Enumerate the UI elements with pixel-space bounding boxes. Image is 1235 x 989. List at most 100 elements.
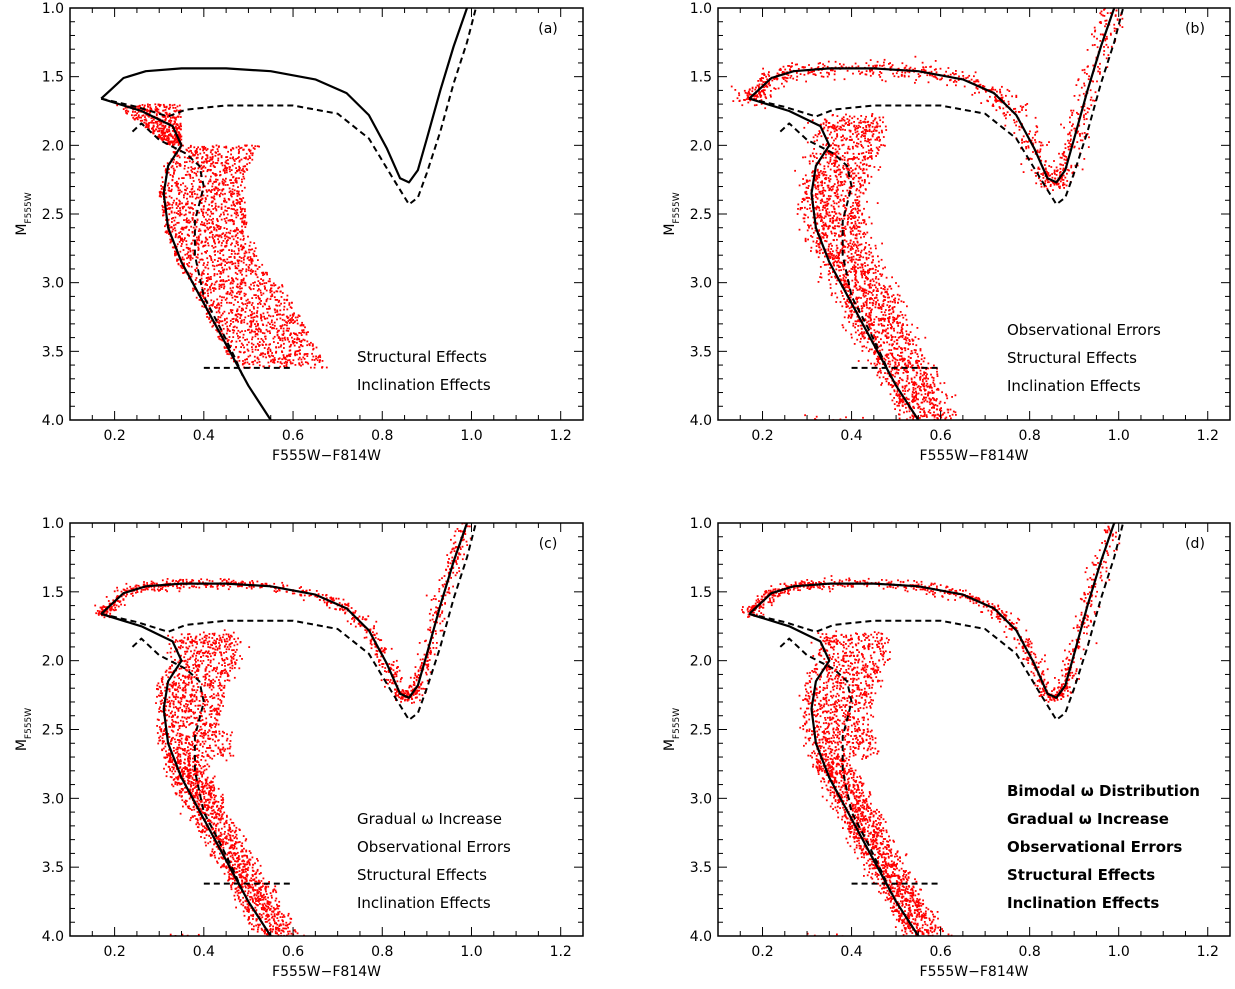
y-tick-label: 2.5 — [690, 723, 712, 739]
panel-d: 0.2 0.4 0.6 0.8 1.0 1.2 1.0 1.5 2.0 2.5 3.0 3.5 4.0 F… — [662, 516, 1231, 980]
y-tick-label: 4.0 — [690, 413, 712, 429]
y-tick-label: 3.5 — [42, 860, 64, 876]
x-tick-label: 0.6 — [929, 944, 951, 960]
annotation-text: Inclination Effects — [1007, 894, 1159, 912]
y-tick-label: 2.5 — [42, 207, 64, 223]
y-tick-label: 3.5 — [690, 860, 712, 876]
isochrone-nonrotating-dashed — [100, 523, 477, 721]
y-tick-label: 1.0 — [42, 1, 64, 17]
y-tick-label: 4.0 — [690, 929, 712, 945]
x-tick-label: 0.2 — [103, 428, 125, 444]
panel-label: (a) — [538, 21, 558, 37]
ms-isochrone-solid — [100, 612, 272, 936]
plot-area — [94, 523, 477, 936]
x-tick-label: 1.2 — [550, 944, 572, 960]
ms-isochrone-solid — [748, 612, 920, 936]
y-tick-label: 1.5 — [690, 585, 712, 601]
plot-area — [100, 8, 477, 420]
panel-b: 0.2 0.4 0.6 0.8 1.0 1.2 1.0 1.5 2.0 2.5 3.0 3.5 4.0 F… — [662, 1, 1231, 464]
y-tick-label: 3.0 — [42, 276, 64, 292]
ms-isochrone-solid — [100, 97, 272, 420]
isochrone-nonrotating-dashed — [748, 8, 1125, 206]
ticks — [69, 7, 584, 421]
panel-label: (b) — [1185, 21, 1205, 37]
x-tick-label: 0.6 — [282, 944, 304, 960]
isochrone-nonrotating-dashed — [100, 8, 477, 206]
plot-area — [741, 523, 1125, 936]
ms-isochrone-dashed — [779, 122, 893, 380]
x-tick-label: 1.2 — [1197, 428, 1219, 444]
ticks — [69, 522, 584, 937]
x-axis-label: F555W−F814W — [920, 964, 1029, 980]
annotation-text: Structural Effects — [357, 348, 487, 366]
y-axis-label: MF555W — [14, 708, 34, 751]
x-tick-label: 0.4 — [840, 944, 862, 960]
plot-area — [730, 8, 1125, 420]
annotation-text: Structural Effects — [1007, 349, 1137, 367]
y-tick-label: 3.0 — [690, 791, 712, 807]
annotation-text: Bimodal ω Distribution — [1007, 782, 1200, 800]
x-tick-label: 0.4 — [193, 944, 215, 960]
x-tick-label: 0.2 — [103, 944, 125, 960]
panel-a: 0.2 0.4 0.6 0.8 1.0 1.2 1.0 1.5 2.0 2.5 3.0 3.5 4.0 F… — [14, 1, 584, 464]
annotation-text: Observational Errors — [1007, 321, 1161, 339]
panel-label: (c) — [539, 536, 558, 552]
x-tick-label: 1.0 — [1108, 944, 1130, 960]
x-tick-label: 0.6 — [929, 428, 951, 444]
y-tick-label: 3.0 — [42, 791, 64, 807]
y-tick-label: 3.5 — [690, 344, 712, 360]
x-tick-label: 0.8 — [1019, 944, 1041, 960]
x-tick-label: 1.0 — [460, 428, 482, 444]
x-tick-label: 0.6 — [282, 428, 304, 444]
annotation-text: Inclination Effects — [357, 894, 491, 912]
ms-isochrone-solid — [748, 97, 920, 420]
annotation-text: Structural Effects — [1007, 866, 1155, 884]
x-axis-label: F555W−F814W — [920, 448, 1029, 464]
isochrone-rotating-solid — [100, 8, 469, 184]
isochrone-rotating-solid — [748, 8, 1116, 184]
y-tick-label: 4.0 — [42, 929, 64, 945]
x-tick-label: 1.2 — [1197, 944, 1219, 960]
ticks — [717, 7, 1231, 421]
y-axis-label: MF555W — [14, 192, 34, 235]
isochrone-rotating-solid — [748, 523, 1116, 699]
x-tick-label: 0.8 — [371, 428, 393, 444]
x-tick-label: 1.0 — [1108, 428, 1130, 444]
y-tick-label: 1.0 — [690, 516, 712, 532]
y-tick-label: 1.5 — [690, 70, 712, 86]
y-tick-label: 1.5 — [42, 70, 64, 86]
x-tick-label: 0.4 — [840, 428, 862, 444]
y-axis-label: MF555W — [662, 708, 682, 751]
x-tick-label: 0.8 — [371, 944, 393, 960]
ms-isochrone-dashed — [131, 122, 245, 380]
plot-frame — [69, 7, 584, 421]
x-axis-label: F555W−F814W — [272, 964, 381, 980]
panel-c: 0.2 0.4 0.6 0.8 1.0 1.2 1.0 1.5 2.0 2.5 3.0 3.5 4.0 F… — [14, 516, 584, 980]
x-tick-label: 0.8 — [1019, 428, 1041, 444]
y-tick-label: 1.0 — [690, 1, 712, 17]
annotation-text: Structural Effects — [357, 866, 487, 884]
plot-frame — [717, 7, 1231, 421]
y-tick-label: 1.5 — [42, 585, 64, 601]
y-axis-label: MF555W — [662, 192, 682, 235]
y-tick-label: 2.5 — [42, 723, 64, 739]
annotation-text: Inclination Effects — [357, 376, 491, 394]
x-tick-label: 0.2 — [751, 428, 773, 444]
y-tick-label: 4.0 — [42, 413, 64, 429]
ticks — [717, 522, 1231, 937]
y-tick-label: 2.0 — [42, 138, 64, 154]
y-tick-label: 3.5 — [42, 344, 64, 360]
x-tick-label: 0.4 — [193, 428, 215, 444]
y-tick-label: 2.0 — [690, 654, 712, 670]
isochrone-nonrotating-dashed — [748, 523, 1125, 721]
y-tick-label: 2.0 — [42, 654, 64, 670]
annotation-text: Gradual ω Increase — [1007, 810, 1169, 828]
x-tick-label: 1.2 — [550, 428, 572, 444]
annotation-text: Inclination Effects — [1007, 377, 1141, 395]
star-points — [116, 103, 328, 369]
x-tick-label: 1.0 — [460, 944, 482, 960]
y-tick-label: 2.0 — [690, 138, 712, 154]
annotation-text: Observational Errors — [357, 838, 511, 856]
ms-isochrone-dashed — [131, 637, 245, 896]
panel-label: (d) — [1185, 536, 1205, 552]
